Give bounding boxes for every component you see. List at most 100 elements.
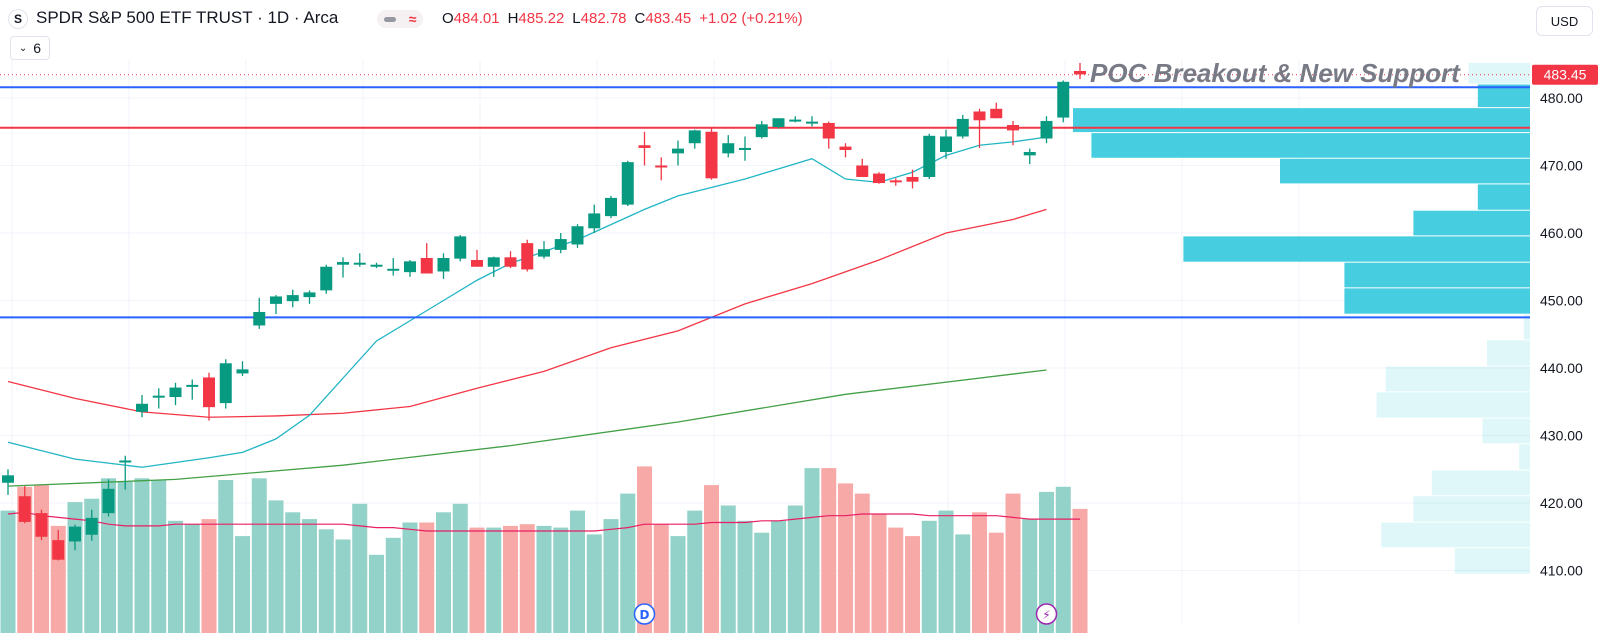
volume-bar <box>268 500 284 633</box>
volume-bar <box>469 527 485 633</box>
candle-body <box>337 262 349 265</box>
volume-bar <box>235 536 250 633</box>
candle-body <box>638 145 651 148</box>
candle-body <box>889 180 902 183</box>
candle-body <box>487 257 500 267</box>
candle-body <box>1074 71 1086 75</box>
lightning-icon[interactable]: ⚡ <box>1035 603 1058 625</box>
volume-bar <box>921 520 937 633</box>
volume-bar <box>570 510 585 633</box>
volume-bar <box>787 505 803 633</box>
volume-bar <box>871 514 887 633</box>
volume-profile-bar <box>1523 314 1533 340</box>
volume-bar <box>704 485 719 633</box>
candle-body <box>856 165 869 177</box>
volume-bar <box>1039 491 1054 633</box>
candle <box>605 195 617 219</box>
volume-bar <box>771 520 786 633</box>
candle-body <box>52 540 65 560</box>
dividend-marker[interactable]: D <box>633 603 656 625</box>
volume-bar <box>285 512 301 633</box>
candle <box>69 524 81 551</box>
candle-body <box>420 257 433 274</box>
candle <box>487 256 500 277</box>
volume-bar <box>905 536 920 633</box>
y-tick-label: 420.00 <box>1540 495 1583 511</box>
volume-bar <box>34 485 49 633</box>
candle-body <box>554 239 567 250</box>
candle-body <box>923 135 936 177</box>
candle <box>856 158 869 177</box>
volume-bar <box>888 527 904 633</box>
candle-body <box>387 268 400 271</box>
candle <box>839 143 852 158</box>
candle-body <box>286 295 299 302</box>
indicators-toggle-button[interactable]: ⌄ 6 <box>10 36 50 60</box>
symbol-title[interactable]: SPDR S&P 500 ETF TRUST · 1D · Arca <box>36 8 339 27</box>
low-label: L <box>572 10 581 27</box>
candle <box>571 224 584 248</box>
candle-body <box>370 264 383 267</box>
volume-bar <box>151 480 167 633</box>
volume-bar <box>821 468 837 633</box>
minus-icon <box>383 16 396 22</box>
ohlc-readout: O 484.01 H 485.22 L 482.78 C 483.45 +1.02 (+… <box>442 10 803 27</box>
volume-profile-bar <box>1482 418 1533 444</box>
candle <box>538 241 550 259</box>
marker-circle <box>633 603 656 625</box>
volume-profile-bar <box>1344 288 1533 314</box>
volume-bar <box>452 503 468 633</box>
price-tag <box>1532 64 1598 85</box>
volume-bar <box>436 512 451 633</box>
candle <box>119 455 132 490</box>
candle-body <box>1007 125 1019 131</box>
volume-bar <box>854 493 870 633</box>
candle-body <box>136 403 148 412</box>
candle <box>1074 62 1086 80</box>
volume-bar <box>687 510 703 633</box>
candle <box>554 233 567 254</box>
volume-profile-bar <box>1413 210 1533 236</box>
volume-bar <box>101 478 116 633</box>
candle <box>923 133 936 179</box>
volume-bar <box>385 537 401 633</box>
candle <box>353 253 366 267</box>
wave-icon: ≈ <box>408 11 417 27</box>
candle-body <box>806 121 818 124</box>
volume-profile-bar <box>1431 470 1533 496</box>
candle-body <box>236 369 249 374</box>
volume-bar <box>335 539 351 633</box>
change-value: +1.02 (+0.21%) <box>699 10 803 27</box>
close-value: 483.45 <box>645 10 692 27</box>
candle-body <box>973 111 986 121</box>
candle <box>2 469 14 495</box>
volume-bar <box>988 532 1004 633</box>
candle-body <box>219 363 232 404</box>
candle <box>102 479 115 517</box>
y-tick-label: 480.00 <box>1540 90 1583 106</box>
market-status-pill[interactable]: ≈ <box>377 10 423 28</box>
volume-profile-bar <box>1468 62 1533 84</box>
candle <box>236 361 249 377</box>
currency-selector[interactable]: USD <box>1536 6 1593 36</box>
candle-body <box>186 384 199 387</box>
candle <box>1007 120 1019 146</box>
volume-bar <box>553 527 569 633</box>
volume-bar <box>519 524 535 633</box>
candle <box>1040 116 1053 144</box>
candle <box>504 251 517 269</box>
volume-bar <box>402 522 418 633</box>
volume-bar <box>720 505 736 633</box>
volume-profile-bar <box>1073 108 1533 133</box>
volume-bar <box>67 502 83 633</box>
candle-body <box>839 146 852 150</box>
candles <box>2 62 1086 561</box>
candle <box>52 530 65 561</box>
candle-body <box>119 460 132 463</box>
high-value: 485.22 <box>518 10 565 27</box>
volume-bar <box>117 481 133 633</box>
candle-body <box>1057 81 1070 118</box>
candle <box>320 264 333 294</box>
volume-bar <box>620 493 636 633</box>
